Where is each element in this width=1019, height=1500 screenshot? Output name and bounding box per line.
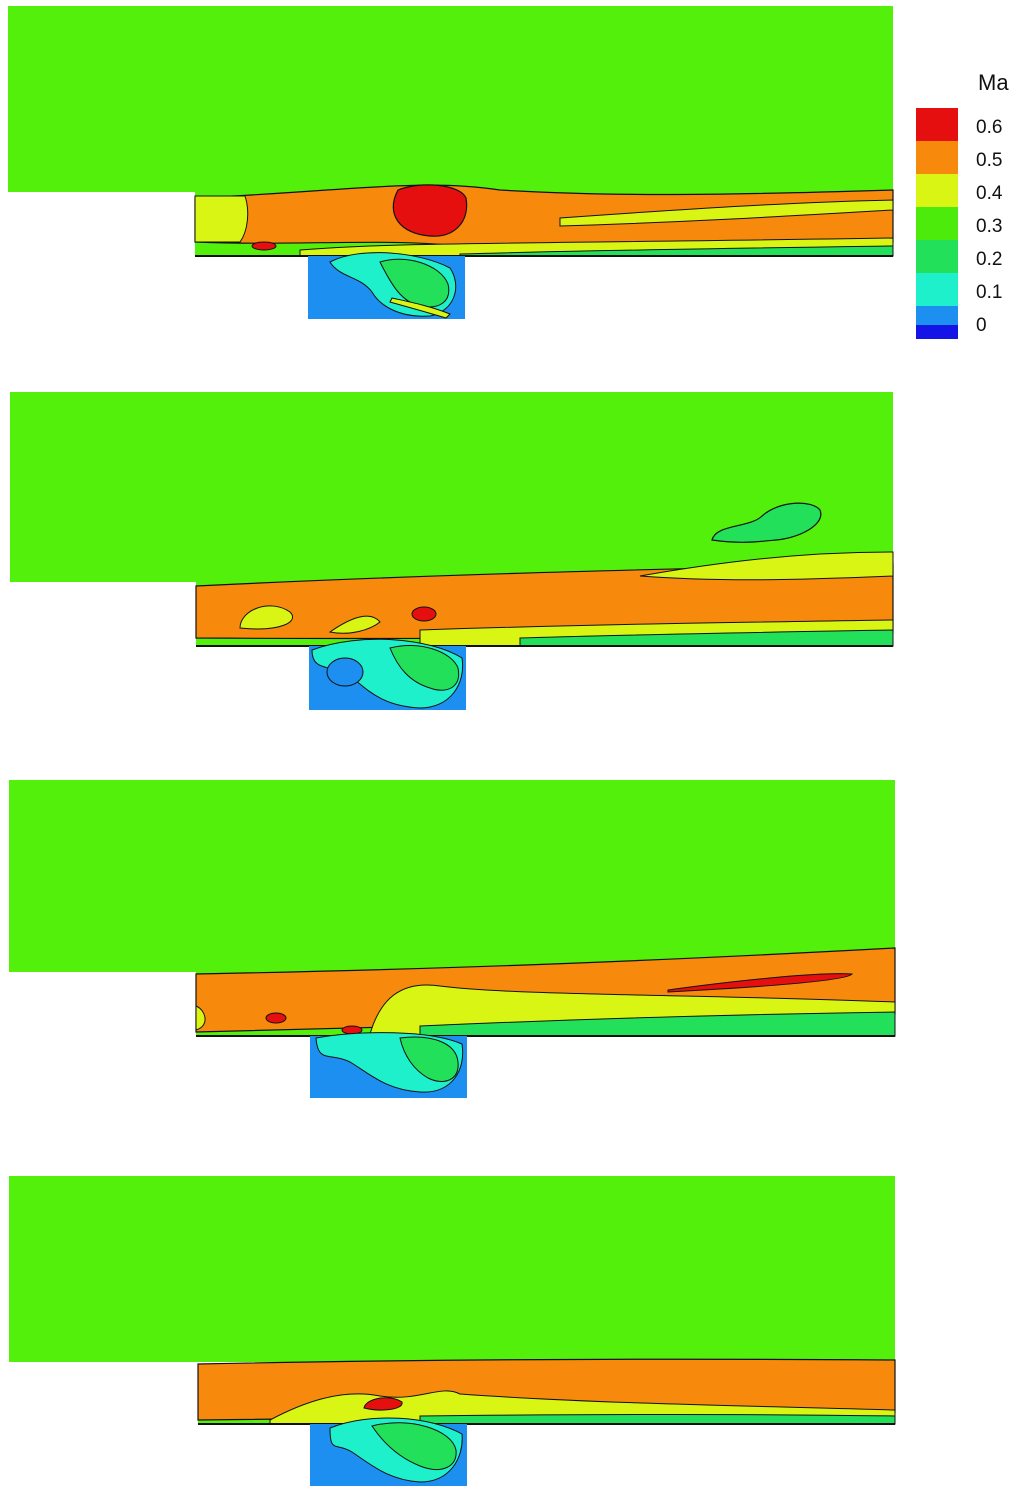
snapshot-3-field [9,780,896,1098]
mach-contour-snapshot-3 [0,780,900,1110]
legend-swatch [916,108,958,141]
legend-swatch [916,174,958,207]
cavity-vortex-core [371,1422,457,1470]
legend-label: 0.4 [976,183,1003,204]
shear-layer-contour [194,184,894,250]
snapshot-2-field [10,392,894,710]
wall-layer-inner [519,629,894,647]
cavity-vortex-core [379,258,450,308]
freestream-region [10,392,893,582]
cavity-jet-contour [389,297,451,319]
mach-contour-snapshot-2 [0,392,900,722]
wall-layer-inner [419,1414,896,1425]
peak-mach-region [363,1397,403,1411]
peak-mach-small-1 [265,1012,287,1024]
peak-mach-small [251,241,277,251]
low-mach-eddy [711,502,822,543]
legend-swatch [916,240,958,273]
mach-legend: Ma 0.6 0.5 0.4 0.3 0.2 0.1 0 [912,60,1012,350]
legend-label: 0.5 [976,150,1003,171]
legend-label: 0 [976,315,987,336]
legend-label: 0.2 [976,249,1003,270]
legend-swatch [916,273,958,306]
mach-contour-snapshot-1 [0,6,900,336]
legend-label: 0.6 [976,117,1003,138]
legend-label: 0.3 [976,216,1003,237]
inlet-transition-contour [195,1005,206,1031]
peak-mach-region [392,184,468,237]
legend-swatch [916,141,958,174]
snapshot-4-layers [9,1176,896,1486]
wall-layer-inner [459,245,894,257]
inlet-transition-contour [239,605,293,630]
inlet-transition-contour [194,195,249,243]
cavity-vortex-core [399,1036,459,1082]
mach-contour-snapshot-4 [0,1170,900,1500]
freestream-region-fill [9,1176,895,1362]
legend-title: Ma [978,70,1009,95]
legend-swatch-bottom [916,325,958,339]
streak-contour [559,199,894,227]
cavity-vortex-core [389,644,460,691]
legend-swatch [916,207,958,240]
snapshot-1-field [8,6,894,319]
freestream-region [8,6,893,192]
peak-mach-streak [667,973,853,993]
peak-mach-region [411,606,437,622]
freestream-region [9,780,895,972]
snapshot-4-field [9,1176,896,1486]
legend-label: 0.1 [976,282,1003,303]
wall-layer-inner [419,1011,896,1037]
upper-transition-contour [639,551,894,581]
transition-blob [328,615,381,634]
cavity-low-core [326,657,364,687]
